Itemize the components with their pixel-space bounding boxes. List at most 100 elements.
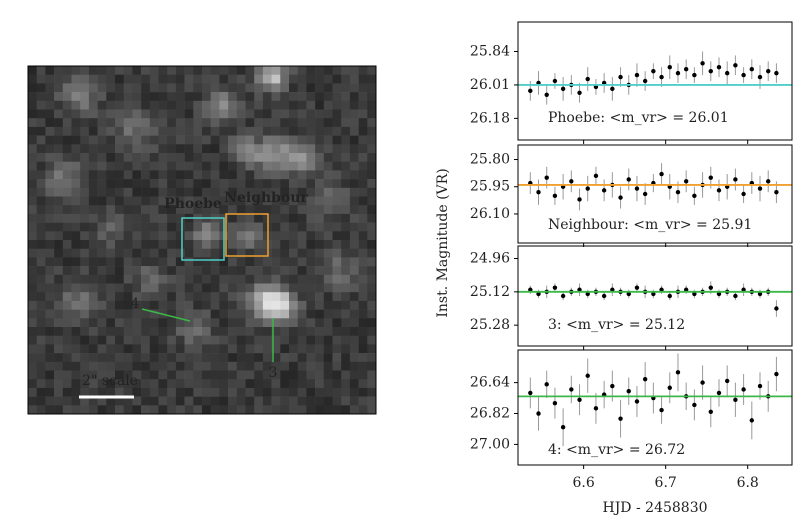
pixel: [271, 379, 281, 389]
pixel: [149, 196, 159, 206]
pixel: [228, 257, 238, 267]
pixel: [289, 66, 298, 75]
pixel: [271, 170, 281, 180]
pixel: [80, 240, 90, 249]
pixel: [141, 74, 151, 84]
pixel: [193, 144, 203, 154]
pixel: [306, 327, 316, 336]
pixel: [367, 144, 377, 154]
pixel: [236, 248, 246, 258]
pixel: [62, 248, 72, 258]
pixel: [271, 92, 281, 102]
pixel: [106, 387, 116, 397]
panel-annotation: Neighbour: <m_vr> = 25.91: [548, 217, 752, 233]
pixel: [36, 353, 46, 363]
pixel: [175, 161, 185, 171]
pixel: [149, 344, 159, 354]
pixel: [245, 179, 255, 189]
pixel: [149, 153, 159, 162]
pixel: [262, 153, 272, 162]
pixel: [289, 353, 298, 363]
pixel: [123, 196, 133, 206]
data-point: [569, 387, 574, 392]
pixel: [341, 92, 351, 102]
pixel: [193, 153, 203, 162]
pixel: [236, 274, 246, 284]
pixel: [167, 153, 177, 162]
pixel: [245, 274, 255, 284]
pixel: [115, 379, 124, 389]
pixel: [219, 66, 229, 75]
pixel: [184, 309, 194, 319]
pixel: [88, 379, 98, 389]
pixel: [289, 318, 298, 328]
pixel: [262, 66, 272, 75]
pixel: [106, 248, 116, 258]
pixel: [349, 318, 359, 328]
pixel: [306, 83, 316, 93]
pixel: [123, 396, 133, 406]
pixel: [132, 309, 142, 319]
pixel: [28, 379, 37, 389]
pixel: [358, 231, 368, 241]
pixel: [71, 213, 81, 223]
pixel: [45, 109, 55, 119]
pixel: [358, 196, 368, 206]
pixel: [245, 66, 255, 75]
pixel: [115, 405, 124, 415]
pixel: [349, 396, 359, 406]
data-point: [552, 193, 558, 199]
pixel: [149, 370, 159, 380]
pixel: [236, 66, 246, 75]
pixel: [210, 170, 220, 180]
pixel: [158, 335, 168, 345]
pixel: [193, 222, 203, 232]
pixel: [210, 257, 220, 267]
pixel: [45, 396, 55, 406]
pixel: [106, 161, 116, 171]
data-point: [675, 189, 681, 195]
pixel: [289, 361, 298, 371]
pixel: [62, 187, 72, 197]
pixel: [358, 292, 368, 302]
pixel: [289, 196, 298, 206]
pixel: [45, 405, 55, 415]
data-point: [577, 287, 582, 292]
pixel: [306, 396, 316, 406]
pixel: [202, 187, 211, 197]
pixel: [106, 370, 116, 380]
pixel: [158, 187, 168, 197]
pixel: [349, 205, 359, 215]
pixel: [341, 144, 351, 154]
pixel: [45, 205, 55, 215]
pixel: [280, 213, 290, 223]
pixel: [306, 92, 316, 102]
pixel: [106, 144, 116, 154]
pixel: [315, 144, 325, 154]
pixel: [184, 327, 194, 336]
pixel: [36, 100, 46, 110]
data-point: [749, 67, 755, 72]
pixel: [80, 361, 90, 371]
pixel: [236, 257, 246, 267]
pixel: [349, 92, 359, 102]
pixel: [228, 318, 238, 328]
pixel: [254, 327, 264, 336]
pixel: [315, 240, 325, 249]
pixel: [245, 248, 255, 258]
pixel: [28, 179, 37, 189]
pixel: [341, 126, 351, 136]
pixel: [289, 379, 298, 389]
pixel: [341, 179, 351, 189]
pixel: [36, 222, 46, 232]
pixel: [88, 361, 98, 371]
panel-frame: [517, 144, 793, 244]
pixel: [62, 126, 72, 136]
pixel: [297, 153, 307, 162]
pixel: [210, 379, 220, 389]
pixel: [71, 361, 81, 371]
pixel: [123, 161, 133, 171]
pixel: [193, 283, 203, 293]
pixel: [184, 353, 194, 363]
